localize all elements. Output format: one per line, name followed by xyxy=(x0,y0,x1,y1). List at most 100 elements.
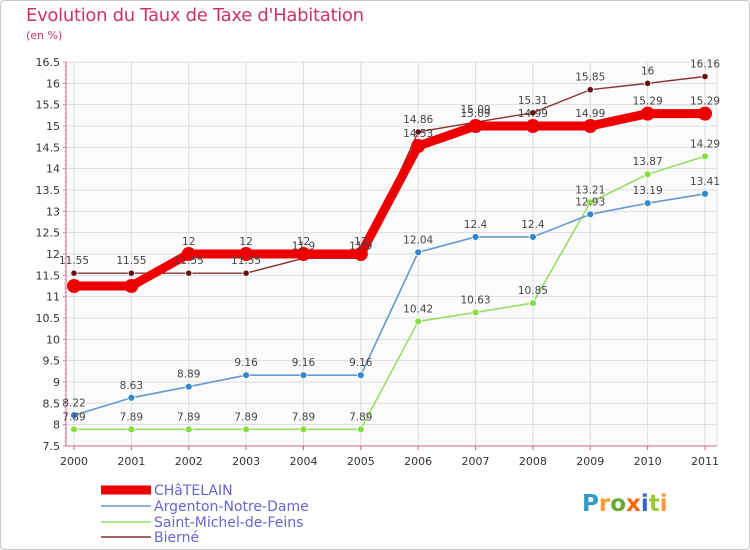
data-label: 11.55 xyxy=(231,255,261,267)
legend-label: Bierné xyxy=(154,530,199,546)
y-tick-label: 8.5 xyxy=(43,397,61,410)
data-label: 14.86 xyxy=(403,114,433,126)
data-label: 12 xyxy=(297,236,310,248)
data-label: 15.09 xyxy=(461,108,491,120)
data-label: 7.89 xyxy=(177,411,200,423)
data-label: 14.99 xyxy=(518,108,548,120)
data-label: 9.16 xyxy=(349,357,373,369)
data-label: 8.22 xyxy=(62,397,85,409)
data-point xyxy=(586,210,595,219)
data-label: 16 xyxy=(641,65,655,77)
data-label: 7.89 xyxy=(62,411,85,423)
y-tick-label: 8 xyxy=(53,419,60,432)
y-tick-label: 12.5 xyxy=(36,227,61,240)
data-point xyxy=(127,393,136,402)
x-tick-label: 2010 xyxy=(634,455,662,468)
data-label: 12 xyxy=(182,236,195,248)
logo-letter: o xyxy=(610,491,627,517)
data-point xyxy=(299,371,308,380)
chart-title: Evolution du Taux de Taxe d'Habitation xyxy=(26,5,364,26)
data-point xyxy=(468,119,483,133)
x-tick-label: 2007 xyxy=(462,455,490,468)
axis-layer: 7.5 8 8.5 9 9.5 10 10.5 11 11.5 12 12.5 13 13.5 14 14.… xyxy=(36,56,720,468)
data-label: 13.21 xyxy=(575,184,605,196)
data-label: 12.04 xyxy=(403,234,433,246)
data-point xyxy=(586,86,594,94)
data-point xyxy=(640,106,655,121)
data-label: 13.41 xyxy=(690,176,720,188)
data-label: 11.55 xyxy=(116,255,146,267)
data-point xyxy=(184,382,193,391)
data-label: 7.89 xyxy=(234,411,257,423)
series-line xyxy=(73,155,706,431)
data-label: 13.87 xyxy=(633,156,663,168)
data-point xyxy=(242,371,250,380)
data-point xyxy=(124,279,139,293)
y-tick-label: 10.5 xyxy=(36,312,61,325)
data-point xyxy=(414,317,423,326)
x-tick-label: 2005 xyxy=(347,455,375,468)
x-tick-label: 2009 xyxy=(576,455,604,468)
series-layer xyxy=(67,72,712,434)
y-tick-label: 7.5 xyxy=(43,440,61,453)
data-label: 10.42 xyxy=(403,303,433,315)
data-point xyxy=(529,299,537,307)
data-point xyxy=(184,425,193,434)
proxiti-logo: Proxiti xyxy=(582,491,668,517)
data-point xyxy=(471,233,480,241)
x-tick-label: 2011 xyxy=(691,455,719,468)
series-line xyxy=(69,109,710,291)
data-point xyxy=(242,269,250,277)
data-point xyxy=(356,425,365,434)
data-label: 8.63 xyxy=(120,380,143,392)
logo-letter: t xyxy=(648,491,660,517)
logo-letter: P xyxy=(582,491,599,517)
data-point xyxy=(471,308,480,317)
legend-label: Argenton-Notre-Dame xyxy=(154,499,309,515)
logo-letter: r xyxy=(598,491,611,517)
x-tick-label: 2000 xyxy=(60,455,88,468)
x-tick-label: 2008 xyxy=(519,455,547,468)
y-tick-label: 14 xyxy=(46,163,60,176)
x-tick-label: 2002 xyxy=(175,455,203,468)
data-label: 13.19 xyxy=(633,185,663,197)
data-point xyxy=(239,247,254,261)
legend-label: CHâTELAIN xyxy=(154,483,233,499)
data-point xyxy=(70,411,78,420)
x-tick-label: 2006 xyxy=(404,455,432,468)
data-label: 15.85 xyxy=(575,72,605,84)
data-label: 10.63 xyxy=(461,294,491,306)
y-tick-label: 9.5 xyxy=(43,355,61,368)
data-point xyxy=(643,199,652,208)
data-label: 12.4 xyxy=(521,219,545,231)
data-point xyxy=(181,247,196,261)
data-label: 12.4 xyxy=(464,219,488,231)
legend-label: Saint-Michel-de-Feins xyxy=(154,515,303,531)
y-tick-label: 10 xyxy=(46,333,60,346)
y-tick-label: 11.5 xyxy=(36,269,61,282)
y-tick-label: 13 xyxy=(46,205,60,218)
legend: CHâTELAINArgenton-Notre-DameSaint-Michel… xyxy=(101,483,309,546)
series-line xyxy=(73,193,706,417)
data-label: 15.29 xyxy=(633,96,663,108)
data-label: 8.89 xyxy=(177,369,200,381)
data-label: 14.53 xyxy=(403,128,433,140)
data-point xyxy=(643,170,652,179)
data-point xyxy=(529,233,537,241)
data-label: 10.85 xyxy=(518,285,548,297)
x-tick-label: 2003 xyxy=(232,455,260,468)
data-label: 7.89 xyxy=(120,411,143,423)
data-label: 15.09 xyxy=(461,104,491,116)
y-tick-label: 15 xyxy=(46,120,60,133)
data-point xyxy=(414,248,423,257)
y-tick-label: 13.5 xyxy=(36,184,61,197)
data-label: 11.55 xyxy=(59,255,89,267)
data-label: 7.89 xyxy=(292,411,315,423)
y-tick-label: 12 xyxy=(46,248,60,261)
y-tick-label: 11 xyxy=(46,291,60,304)
data-point xyxy=(296,247,311,261)
data-point xyxy=(411,139,426,154)
data-point xyxy=(525,119,540,133)
y-tick-label: 16.5 xyxy=(36,56,61,69)
